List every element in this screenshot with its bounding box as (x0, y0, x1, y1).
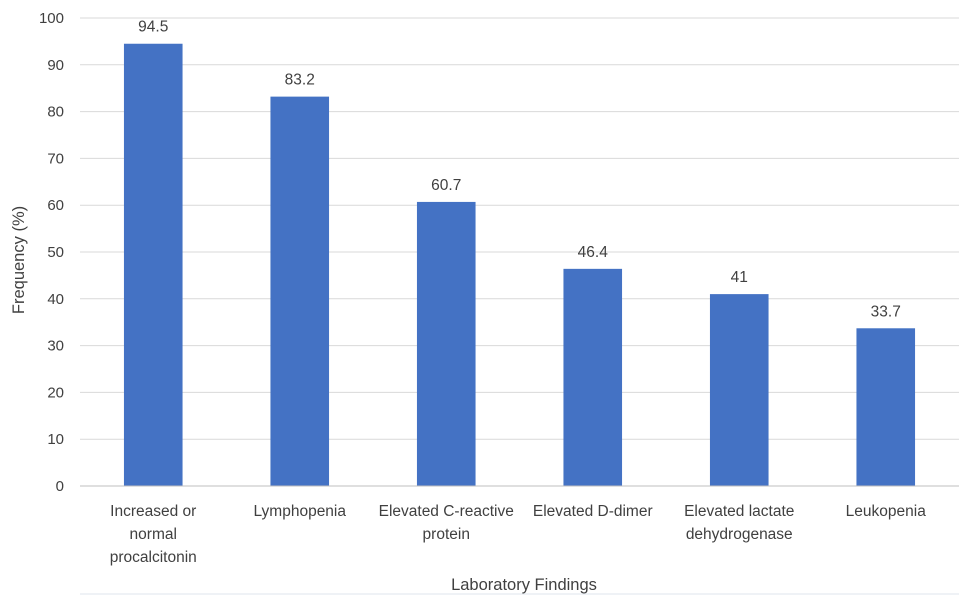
bar (563, 268, 623, 486)
bar (856, 328, 916, 486)
bar (709, 294, 769, 486)
data-label: 33.7 (871, 303, 901, 320)
x-tick-label: Elevated C-reactive protein (379, 503, 514, 543)
x-tick-label: Lymphopenia (254, 503, 347, 520)
data-label: 41 (731, 269, 748, 286)
gridlines (80, 17, 959, 440)
bar (270, 96, 330, 487)
y-axis-title: Frequency (%) (10, 206, 28, 314)
y-tick-label: 30 (47, 338, 64, 355)
data-label: 46.4 (578, 244, 609, 261)
bars (123, 43, 916, 487)
y-tick-label: 90 (47, 57, 64, 74)
y-tick-label: 10 (47, 431, 64, 448)
y-tick-label: 20 (47, 384, 64, 401)
y-tick-label: 70 (47, 150, 64, 167)
bar (416, 201, 476, 486)
data-label: 94.5 (138, 19, 168, 36)
data-label: 60.7 (431, 177, 461, 194)
x-tick-label: Elevated D-dimer (533, 503, 653, 520)
y-tick-label: 0 (56, 478, 64, 495)
y-tick-label: 50 (47, 244, 64, 261)
x-axis-categories: Increased or normal procalcitonin Lymphopen… (110, 503, 926, 566)
y-tick-label: 60 (47, 197, 64, 214)
x-axis-title: Laboratory Findings (451, 576, 597, 594)
y-tick-label: 80 (47, 104, 64, 121)
y-axis-ticks: 0 10 20 30 40 50 60 70 80 90 100 (39, 10, 64, 495)
x-tick-label: Leukopenia (846, 503, 927, 520)
x-tick-label: Increased or normal procalcitonin (110, 503, 197, 566)
y-tick-label: 40 (47, 291, 64, 308)
x-tick-label: Elevated lactate dehydrogenase (684, 503, 794, 543)
data-labels: 94.5 83.2 60.7 46.4 41 33.7 (138, 19, 901, 321)
data-label: 83.2 (285, 72, 315, 89)
bar (123, 43, 183, 487)
y-tick-label: 100 (39, 10, 64, 27)
